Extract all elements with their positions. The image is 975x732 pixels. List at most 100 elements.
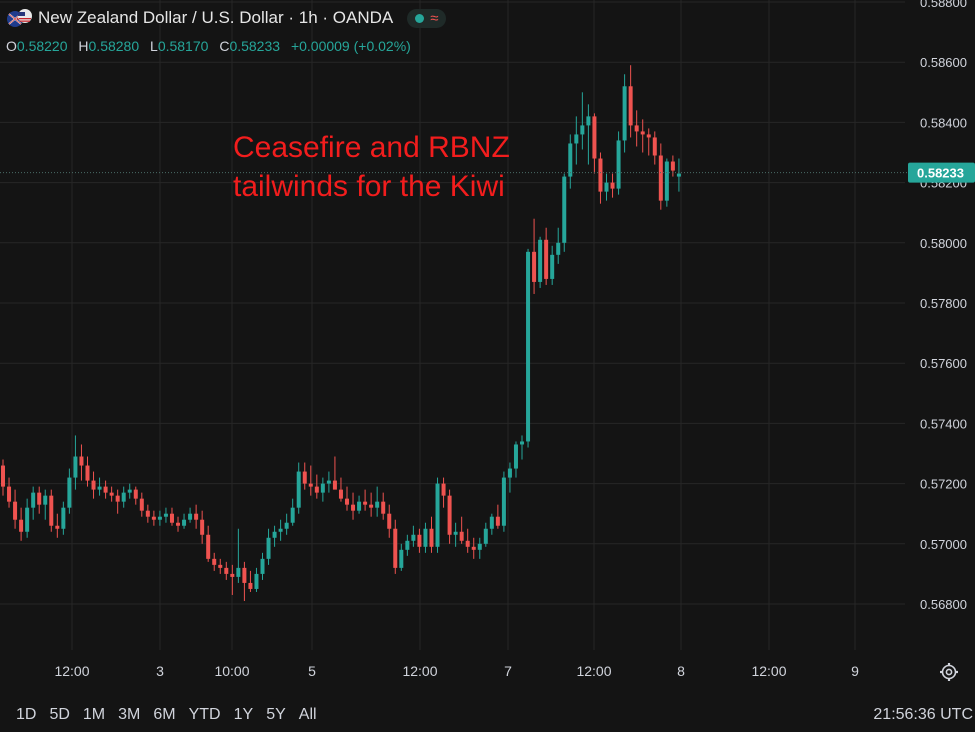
range-button-ytd[interactable]: YTD [188,706,221,723]
candle [272,525,277,547]
candle [1,459,5,496]
candle [97,477,102,496]
candle-body [369,504,374,508]
candle [254,567,259,592]
candle [212,552,217,571]
range-button-1y[interactable]: 1Y [233,706,254,723]
candle [447,489,452,544]
candle-body [206,534,211,559]
candle-body [97,486,102,490]
candle [532,218,537,294]
gear-icon[interactable] [939,662,959,682]
candle-body [145,510,150,517]
candle [351,492,356,520]
x-tick-label: 10:00 [214,663,249,679]
candle-body [19,519,24,532]
candle [586,104,591,165]
candle [43,489,48,520]
candle-body [538,239,543,282]
candle [344,486,349,511]
candle-body [574,134,579,144]
candle [163,507,168,523]
candle [326,471,331,493]
x-tick-label: 12:00 [402,663,437,679]
low-label: L [150,38,158,54]
candle [387,504,392,538]
candle [290,498,295,526]
y-tick-label: 0.57800 [920,296,967,311]
candle-body [236,567,241,577]
candle [477,537,482,559]
candle-body [465,540,470,547]
candle-body [586,116,591,126]
candle [121,486,126,508]
candle-body [532,251,537,282]
candle [206,525,211,562]
candle-body [459,531,464,541]
candle-body [73,456,78,478]
data-delay-wave-icon: ≈ [430,9,439,27]
range-button-all[interactable]: All [298,706,317,723]
candle [67,468,72,514]
utc-clock[interactable]: 21:56:36 UTC [873,706,973,723]
candle [55,513,60,538]
candle-body [169,513,174,523]
candle-body [242,567,247,583]
candle [357,495,362,514]
candle [381,492,386,520]
candle [501,471,506,532]
range-button-1m[interactable]: 1M [82,706,106,723]
range-button-6m[interactable]: 6M [153,706,176,723]
time-axis[interactable]: 12:00 3 10:00 5 12:00 7 12:00 8 12:00 9 [54,663,859,679]
market-status-badge[interactable]: ≈ [407,8,447,28]
candle-body [393,528,398,568]
candle-body [652,137,657,156]
price-axis[interactable]: 0.56800 0.57000 0.57200 0.57400 0.57600 0.578… [920,0,967,612]
candle [441,477,446,508]
candle-body [580,125,585,135]
range-button-3m[interactable]: 3M [118,706,141,723]
candle-body [375,501,380,508]
candle-body [604,182,609,192]
candle [176,516,181,532]
candle-body [501,477,506,526]
chart-annotation[interactable]: Ceasefire and RBNZ tailwinds for the Kiw… [233,131,510,203]
candle-body [344,498,349,505]
candle-body [13,501,18,520]
y-tick-label: 0.58800 [920,0,967,10]
candle-body [194,513,199,520]
candle-body [61,507,66,529]
candle-body [513,444,518,469]
candle [91,471,96,499]
candle [471,537,476,559]
candle-body [363,501,368,505]
last-price-label-bg [908,162,975,183]
candle-body [109,492,114,496]
candle-body [664,161,669,201]
range-button-1d[interactable]: 1D [16,706,37,723]
range-button-5y[interactable]: 5Y [266,706,286,723]
candle [332,456,337,490]
symbol-title-row[interactable]: New Zealand Dollar / U.S. Dollar · 1h · … [6,8,447,28]
candle [489,513,494,535]
candle-body [290,507,295,523]
range-button-5d[interactable]: 5D [49,706,70,723]
symbol-title[interactable]: New Zealand Dollar / U.S. Dollar · 1h · … [38,8,394,27]
candle [676,158,681,192]
candle-body [646,134,651,138]
candle-body [598,158,603,192]
candle-body [568,143,573,177]
candle-body [326,480,331,484]
candle [369,492,374,517]
candle [526,248,531,448]
candle [284,513,289,535]
candle [405,534,410,556]
candle [550,245,555,285]
candlestick-series [1,65,681,601]
candle [628,65,633,138]
y-tick-label: 0.57400 [920,416,967,431]
candle-body [163,513,168,517]
candle [224,561,229,580]
candle [513,441,518,478]
